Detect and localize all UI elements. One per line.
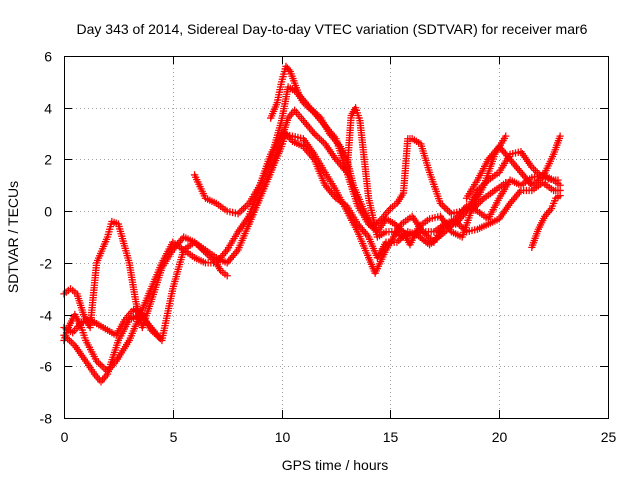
data-marks — [60, 62, 564, 386]
chart-title: Day 343 of 2014, Sidereal Day-to-day VTE… — [77, 21, 588, 37]
data-point — [156, 334, 164, 342]
y-tick-label: 0 — [44, 204, 52, 220]
data-point — [502, 179, 510, 187]
x-tick-label: 25 — [601, 429, 617, 445]
x-tick-labels: 0 5 10 15 20 25 — [61, 429, 617, 445]
y-tick-labels: -8 -6 -4 -2 0 2 4 6 — [40, 49, 53, 427]
data-point — [502, 132, 510, 140]
axis-ticks — [64, 56, 609, 419]
plot-frame — [64, 56, 609, 419]
data-point — [554, 176, 562, 184]
x-axis-label: GPS time / hours — [282, 457, 389, 473]
y-tick-label: 4 — [44, 101, 52, 117]
data-point — [556, 132, 564, 140]
data-point — [223, 272, 231, 280]
y-tick-label: -2 — [40, 256, 53, 272]
series-pass-6 — [267, 62, 510, 231]
x-tick-label: 20 — [492, 429, 508, 445]
y-tick-label: -4 — [40, 308, 53, 324]
x-tick-label: 10 — [275, 429, 291, 445]
data-point — [556, 191, 564, 200]
x-tick-label: 15 — [383, 429, 399, 445]
y-tick-label: 6 — [44, 49, 52, 65]
series-pass-8 — [528, 191, 564, 251]
x-tick-label: 0 — [61, 429, 69, 445]
y-tick-label: -8 — [40, 411, 53, 427]
x-tick-label: 5 — [170, 429, 178, 445]
series-pass-9 — [60, 305, 164, 342]
series-pass-7 — [462, 132, 564, 202]
y-tick-label: 2 — [44, 152, 52, 168]
y-tick-label: -6 — [40, 359, 53, 375]
y-axis-label: SDTVAR / TECUs — [5, 181, 21, 293]
